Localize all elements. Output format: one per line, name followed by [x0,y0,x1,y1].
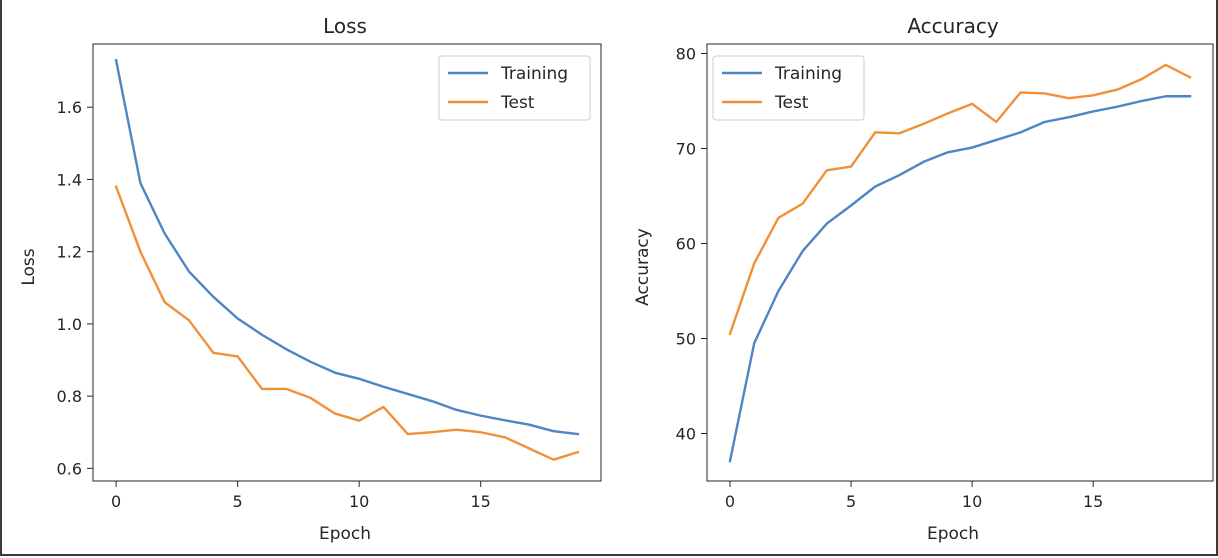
loss-chart-xlabel: Epoch [319,524,371,544]
loss-training-line [114,58,580,436]
loss-legend-test-label: Test [500,93,535,113]
accuracy-xtick-label: 0 [725,492,735,511]
accuracy-legend-test-label: Test [774,93,809,113]
accuracy-plot-area: 0 5 10 15 40 50 60 70 80 [676,43,1214,511]
loss-chart-title: Loss [323,14,367,38]
loss-axes-frame [92,43,602,482]
loss-chart-ylabel: Loss [19,248,39,285]
loss-xtick-label: 15 [471,492,491,511]
loss-chart: Loss Epoch Loss 0 5 10 15 0.6 0.8 1.0 1.2 1.4 1.6… [19,14,602,544]
accuracy-training-line [728,95,1192,463]
loss-ytick-label: 1.4 [57,170,82,189]
accuracy-chart-title: Accuracy [907,14,998,38]
loss-legend-training-label: Training [500,64,568,84]
accuracy-ytick-label: 80 [676,45,696,64]
loss-ytick-label: 0.6 [57,459,82,478]
accuracy-chart-xlabel: Epoch [927,524,979,544]
accuracy-legend: Training Test [712,55,865,121]
accuracy-ytick-label: 70 [676,140,696,159]
accuracy-axes-frame [706,43,1214,482]
loss-ytick-label: 1.6 [57,98,82,117]
accuracy-xtick-label: 15 [1083,492,1103,511]
loss-ytick-label: 1.0 [57,315,82,334]
accuracy-ytick-label: 40 [676,425,696,444]
accuracy-ytick-label: 50 [676,330,696,349]
accuracy-ytick-label: 60 [676,235,696,254]
accuracy-xtick-label: 5 [846,492,856,511]
loss-xtick-label: 5 [233,492,243,511]
loss-xtick-label: 10 [349,492,369,511]
loss-xtick-label: 0 [111,492,121,511]
accuracy-xtick-label: 10 [962,492,982,511]
accuracy-test-line [728,63,1192,336]
loss-plot-area: 0 5 10 15 0.6 0.8 1.0 1.2 1.4 1.6 [57,43,602,511]
accuracy-legend-training-label: Training [774,64,842,84]
loss-ytick-label: 1.2 [57,243,82,262]
loss-legend: Training Test [438,55,591,121]
accuracy-chart-ylabel: Accuracy [633,228,653,306]
loss-test-line [114,185,580,461]
accuracy-chart: Accuracy Epoch Accuracy 0 5 10 15 40 50 60 70 80… [633,14,1214,544]
loss-ytick-label: 0.8 [57,387,82,406]
